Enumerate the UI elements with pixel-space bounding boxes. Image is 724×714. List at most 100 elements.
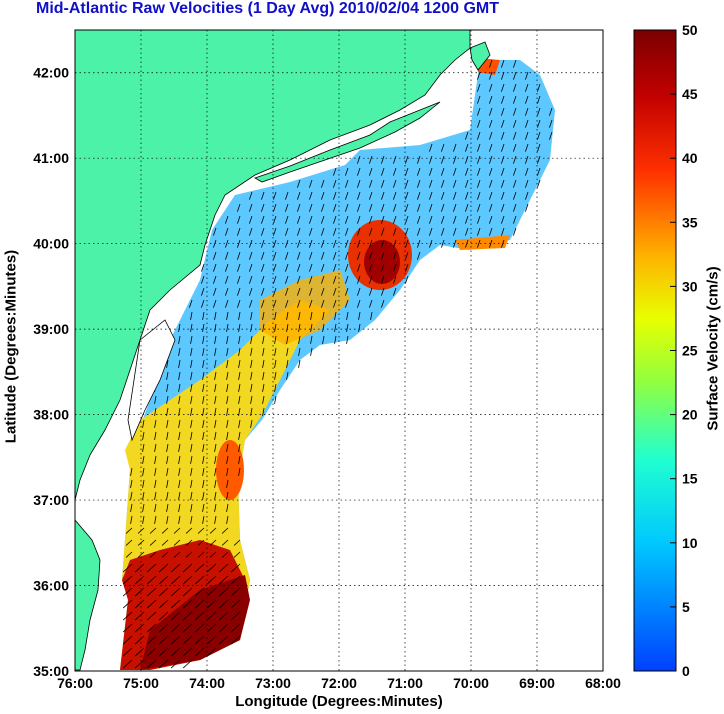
velocity-arrow xyxy=(310,323,313,332)
velocity-arrow xyxy=(477,107,481,116)
velocity-arrow xyxy=(274,395,277,404)
velocity-arrow xyxy=(173,539,181,546)
velocity-arrow xyxy=(122,599,133,609)
velocity-arrow xyxy=(158,575,169,585)
velocity-field xyxy=(120,58,555,670)
velocity-arrow xyxy=(158,599,169,609)
x-tick-label: 74:00 xyxy=(189,675,225,691)
velocity-arrow xyxy=(358,311,361,320)
velocity-arrow xyxy=(146,623,157,633)
velocity-arrow xyxy=(297,299,301,308)
velocity-arrow xyxy=(513,95,517,104)
velocity-arrow xyxy=(202,323,205,332)
velocity-arrow xyxy=(166,407,169,416)
velocity-arrow xyxy=(154,479,157,488)
velocity-arrow xyxy=(381,287,385,296)
velocity-arrow xyxy=(525,143,529,152)
velocity-arrow xyxy=(393,167,397,176)
velocity-arrow xyxy=(357,263,361,272)
velocity-arrow xyxy=(345,287,349,296)
velocity-arrow xyxy=(149,539,157,546)
velocity-arrow xyxy=(274,347,277,356)
velocity-arrow xyxy=(525,167,529,176)
velocity-arrow xyxy=(525,203,529,212)
velocity-arrow xyxy=(381,179,385,188)
velocity-arrow xyxy=(262,347,265,356)
velocity-arrow xyxy=(202,491,205,500)
velocity-arrow xyxy=(225,215,229,224)
velocity-arrow xyxy=(213,251,217,260)
velocity-arrow xyxy=(178,515,181,524)
velocity-arrow xyxy=(249,227,253,236)
velocity-arrow xyxy=(178,455,181,464)
velocity-arrow xyxy=(453,191,457,200)
velocity-arrow xyxy=(225,239,229,248)
velocity-arrow xyxy=(309,251,313,260)
velocity-arrow xyxy=(525,71,529,80)
velocity-arrow xyxy=(381,299,385,308)
velocity-arrow xyxy=(226,479,229,488)
velocity-arrow xyxy=(182,635,193,645)
velocity-arrow xyxy=(477,215,481,224)
velocity-arrow xyxy=(178,383,181,392)
velocity-arrow xyxy=(441,203,445,212)
velocity-arrow xyxy=(537,83,541,92)
velocity-arrow xyxy=(333,227,337,236)
velocity-arrow xyxy=(513,167,517,176)
velocity-arrow xyxy=(182,563,193,573)
velocity-arrow xyxy=(202,359,205,368)
velocity-arrow xyxy=(134,623,145,633)
velocity-arrow xyxy=(190,455,193,464)
velocity-arrow xyxy=(525,95,529,104)
velocity-arrow xyxy=(142,455,145,464)
velocity-arrow xyxy=(345,167,349,176)
velocity-arrow xyxy=(238,443,241,452)
colorbar-tick-label: 45 xyxy=(682,86,698,102)
velocity-arrow xyxy=(501,143,505,152)
velocity-arrow xyxy=(249,263,253,272)
velocity-arrow xyxy=(178,347,181,356)
velocity-arrow xyxy=(286,359,289,368)
velocity-arrow xyxy=(130,503,133,512)
velocity-arrow xyxy=(321,215,325,224)
velocity-arrow xyxy=(453,227,457,236)
velocity-arrow xyxy=(237,251,241,260)
velocity-arrow xyxy=(166,503,169,512)
velocity-arrow xyxy=(357,251,361,260)
velocity-arrow xyxy=(226,503,229,512)
velocity-arrow xyxy=(134,575,145,585)
colorbar-tick-label: 35 xyxy=(682,214,698,230)
velocity-arrow xyxy=(230,563,241,573)
velocity-arrow xyxy=(274,383,277,392)
velocity-arrow xyxy=(298,335,301,344)
velocity-arrow xyxy=(286,323,289,332)
velocity-arrow xyxy=(429,227,433,236)
velocity-arrow xyxy=(206,575,217,585)
velocity-arrow xyxy=(441,179,445,188)
velocity-arrow xyxy=(309,287,313,296)
velocity-arrow xyxy=(146,647,157,657)
velocity-arrow xyxy=(465,179,469,188)
velocity-arrow xyxy=(489,95,493,104)
x-tick-labels: 76:00 75:00 74:00 73:00 72:00 71:00 70:00 69:00… xyxy=(57,675,621,691)
velocity-arrow xyxy=(230,587,241,597)
velocity-arrow xyxy=(501,95,505,104)
velocity-arrow xyxy=(417,215,421,224)
velocity-arrow xyxy=(249,203,253,212)
velocity-arrow xyxy=(345,239,349,248)
velocity-arrow xyxy=(513,227,517,236)
velocity-arrow xyxy=(237,239,241,248)
velocity-arrow xyxy=(170,623,181,633)
velocity-arrow xyxy=(345,179,349,188)
velocity-arrow xyxy=(537,107,541,116)
velocity-arrow xyxy=(357,287,361,296)
velocity-arrow xyxy=(501,131,505,140)
velocity-arrow xyxy=(178,467,181,476)
velocity-arrow xyxy=(513,71,517,80)
velocity-arrow xyxy=(190,335,193,344)
velocity-arrow xyxy=(209,539,217,546)
velocity-arrow xyxy=(250,335,253,344)
velocity-arrow xyxy=(381,275,385,284)
velocity-arrow xyxy=(405,167,409,176)
